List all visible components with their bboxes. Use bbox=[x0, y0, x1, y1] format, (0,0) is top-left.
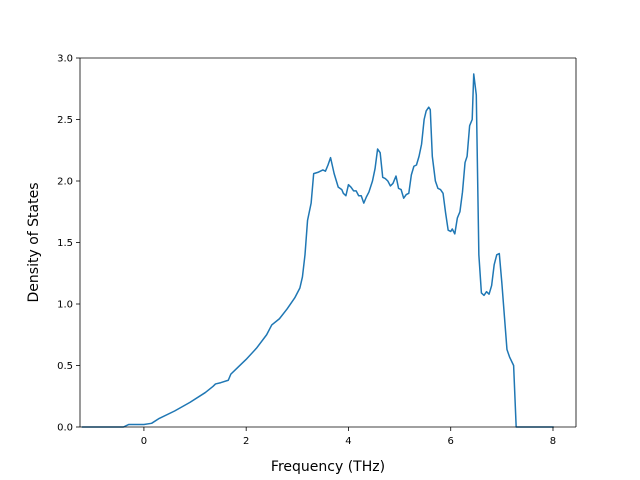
plot-area bbox=[81, 73, 554, 428]
y-tick-label: 3.0 bbox=[57, 54, 73, 65]
y-tick-label: 2.5 bbox=[57, 115, 73, 126]
x-tick-label: 2 bbox=[243, 436, 249, 447]
y-tick-label: 0.0 bbox=[57, 423, 73, 434]
y-axis-ticks: 0.0 0.5 1.0 1.5 2.0 2.5 3.0 bbox=[57, 54, 80, 434]
y-tick-label: 0.5 bbox=[57, 361, 73, 372]
x-tick-label: 4 bbox=[345, 436, 351, 447]
y-tick-label: 1.5 bbox=[57, 238, 73, 249]
x-tick-label: 0 bbox=[141, 436, 147, 447]
y-tick-label: 1.0 bbox=[57, 300, 73, 311]
x-tick-label: 6 bbox=[448, 436, 454, 447]
x-axis-ticks: 0 2 4 6 8 bbox=[141, 427, 556, 447]
x-tick-label: 8 bbox=[550, 436, 556, 447]
y-tick-label: 2.0 bbox=[57, 177, 73, 188]
y-axis-label: Density of States bbox=[26, 183, 42, 303]
dos-series-line bbox=[81, 73, 554, 428]
x-axis-label: Frequency (THz) bbox=[271, 459, 385, 475]
